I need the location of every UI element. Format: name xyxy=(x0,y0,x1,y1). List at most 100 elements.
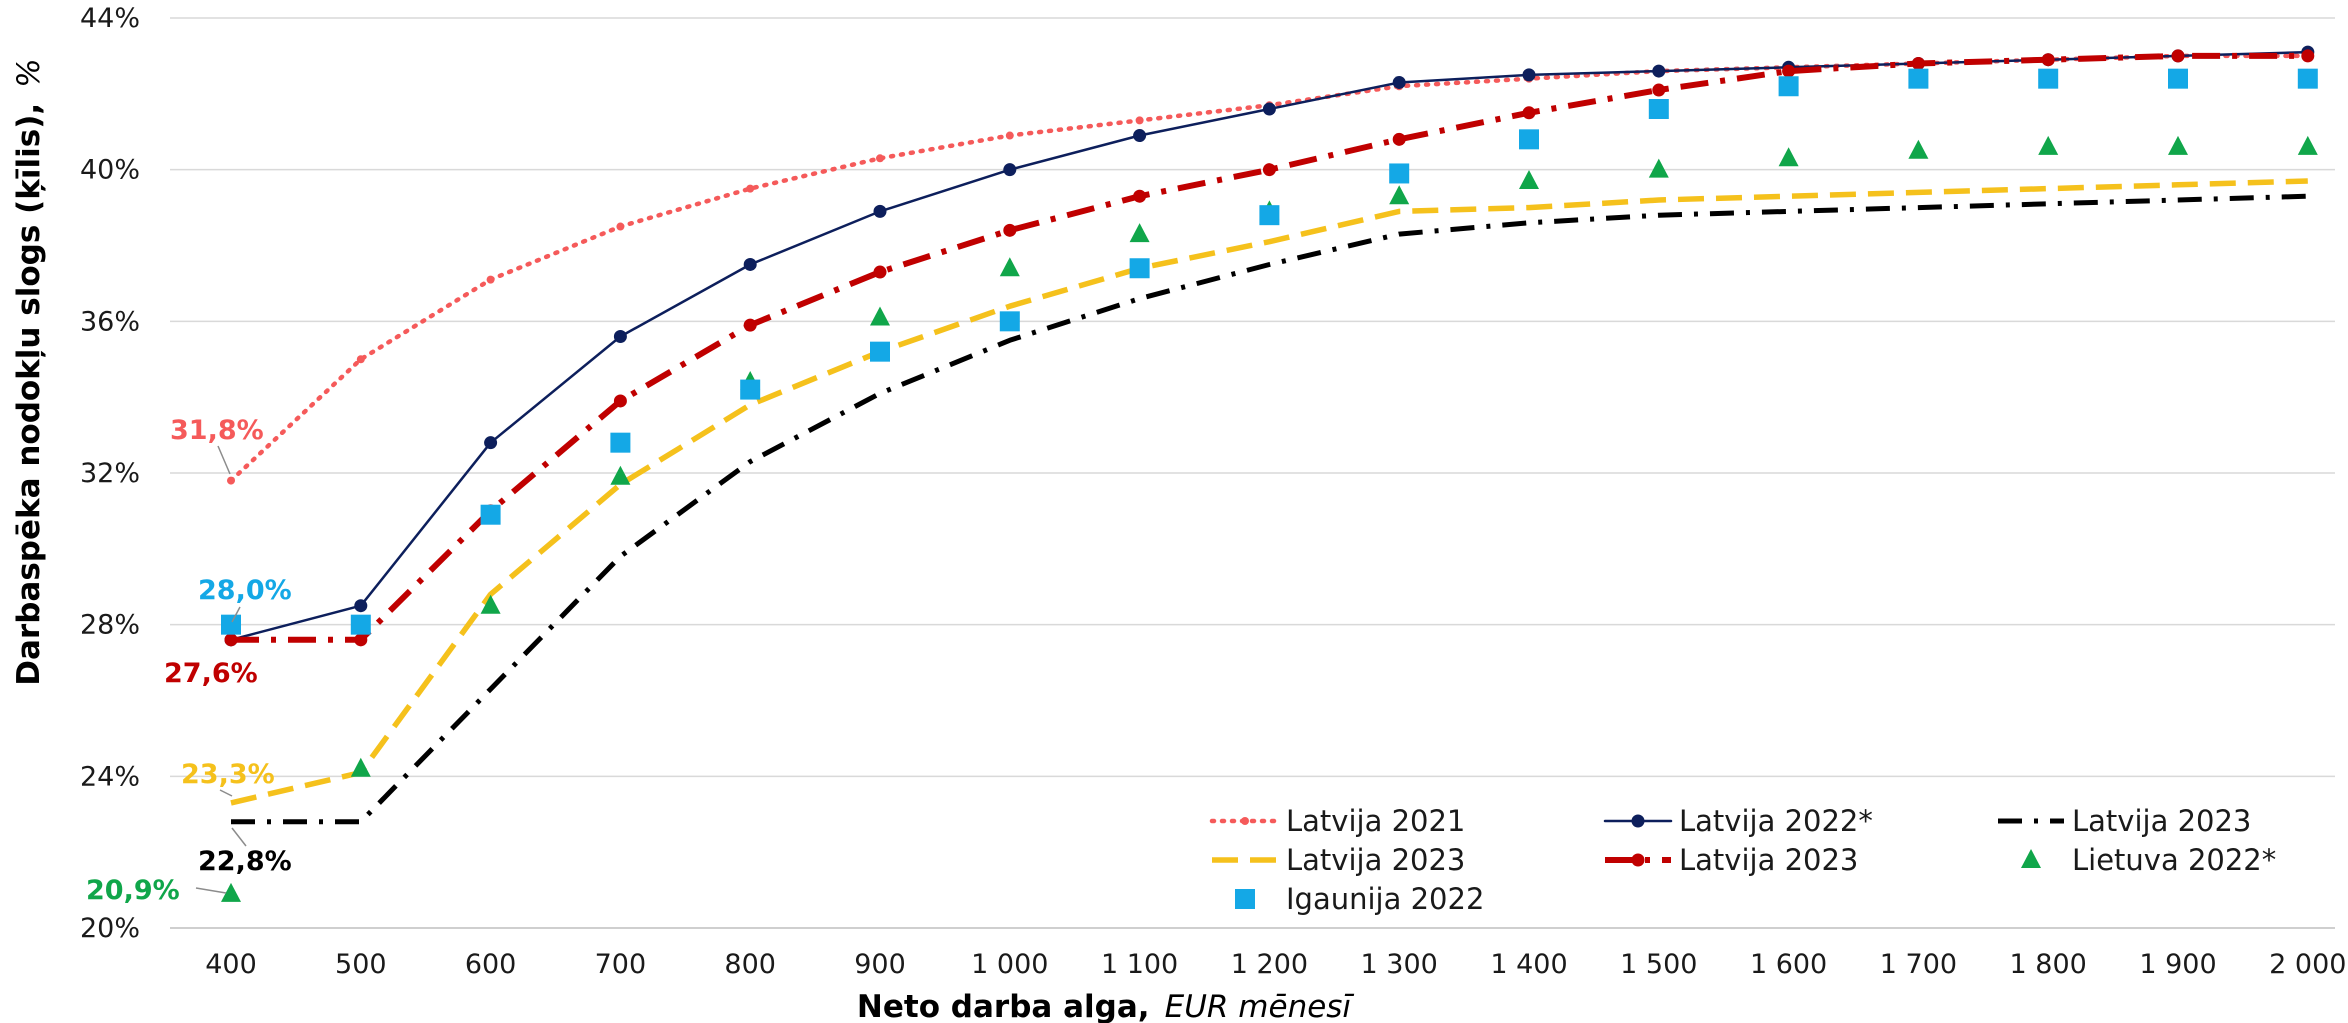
data-point xyxy=(1631,853,1645,867)
annotation-label: 20,9% xyxy=(86,875,180,906)
data-point xyxy=(2038,135,2059,155)
series-0 xyxy=(227,51,2312,485)
x-tick-label: 2 000 xyxy=(2269,949,2346,980)
y-axis-ticks: 20% 24% 28% 32% 36% 40% 44% xyxy=(80,3,140,944)
data-point xyxy=(1133,189,1147,203)
data-point xyxy=(1241,817,1249,825)
data-point xyxy=(1262,163,1276,177)
data-point xyxy=(613,394,627,408)
data-point xyxy=(224,633,238,647)
y-tick-label: 36% xyxy=(80,306,140,337)
data-point xyxy=(221,882,241,902)
data-point xyxy=(1133,129,1147,143)
annotations: 31,8% 28,0% 27,6% 23,3% 22,8% 20,9% xyxy=(86,415,292,906)
series-line xyxy=(230,178,2308,806)
y-tick-label: 40% xyxy=(80,155,140,186)
y-tick-label: 32% xyxy=(80,458,140,489)
data-point xyxy=(999,257,1020,277)
y-axis-title-main: Darbaspēka nodokļu slogs (ķīlis), xyxy=(11,103,47,686)
x-tick-label: 1 400 xyxy=(1490,949,1567,980)
legend-label: Latvija 2021 xyxy=(1286,804,1465,838)
data-point xyxy=(1389,185,1410,205)
data-point xyxy=(613,330,627,343)
y-tick-label: 20% xyxy=(80,913,140,944)
x-axis-title-unit: EUR mēnesī xyxy=(1165,989,1355,1023)
annotation-leader xyxy=(219,789,233,797)
legend-label: Latvija 2023 xyxy=(1286,843,1465,877)
annotation-leader xyxy=(217,445,231,475)
x-axis-ticks: 400 500 600 700 800 900 1 000 1 100 1 200 1 300 1 … xyxy=(205,949,2346,980)
annotation-label: 31,8% xyxy=(170,415,264,446)
data-point xyxy=(1908,68,1929,89)
series-layer xyxy=(221,45,2318,902)
data-point xyxy=(2168,135,2188,155)
legend-item: Lietuva 2022* xyxy=(2021,843,2276,877)
data-point xyxy=(1389,163,1410,184)
x-tick-label: 500 xyxy=(335,949,387,980)
data-point xyxy=(1392,75,1406,89)
data-point xyxy=(2297,68,2318,89)
data-point xyxy=(1003,163,1017,177)
data-point xyxy=(1652,83,1666,97)
y-tick-label: 44% xyxy=(80,3,140,34)
y-tick-label: 28% xyxy=(80,610,140,641)
series-line xyxy=(228,53,2311,483)
annotation-label: 23,3% xyxy=(181,759,275,790)
series-3 xyxy=(230,178,2308,806)
series-4 xyxy=(224,49,2315,647)
data-point xyxy=(1262,102,1276,116)
x-tick-label: 1 000 xyxy=(971,949,1048,980)
annotation-leader xyxy=(195,887,227,894)
data-point xyxy=(1519,129,1539,150)
data-point xyxy=(610,465,631,485)
data-point xyxy=(870,306,890,326)
annotation-label: 27,6% xyxy=(164,658,258,689)
legend: Latvija 2021 Latvija 2022* Latvija 2023 Lat… xyxy=(1209,804,2276,916)
x-tick-label: 700 xyxy=(595,949,647,980)
data-point xyxy=(1129,223,1150,243)
data-point xyxy=(610,432,631,453)
series-line xyxy=(231,52,2308,643)
x-axis-title: Neto darba alga, EUR mēnesī xyxy=(857,989,1355,1023)
data-point xyxy=(616,222,625,231)
x-tick-label: 1 700 xyxy=(1880,949,1957,980)
x-tick-label: 400 xyxy=(205,949,257,980)
legend-item: Latvija 2023 xyxy=(1605,843,1858,877)
data-point xyxy=(1778,147,1799,167)
legend-label: Latvija 2023 xyxy=(2072,804,2251,838)
annotation-label: 22,8% xyxy=(198,846,292,877)
data-point xyxy=(876,154,884,163)
data-point xyxy=(1908,139,1929,159)
data-point xyxy=(221,614,241,635)
data-point xyxy=(1631,814,1645,828)
data-point xyxy=(1129,258,1150,279)
data-point xyxy=(484,436,498,450)
data-point xyxy=(350,757,371,777)
x-tick-label: 900 xyxy=(854,949,906,980)
y-axis-title-unit: % xyxy=(11,58,47,87)
data-point xyxy=(480,594,501,614)
x-tick-label: 1 800 xyxy=(2010,949,2087,980)
series-6 xyxy=(221,68,2318,635)
data-point xyxy=(356,355,365,364)
y-axis-title: Darbaspēka nodokļu slogs (ķīlis), % xyxy=(11,58,47,685)
data-point xyxy=(873,265,887,279)
annotation-label: 28,0% xyxy=(198,575,292,606)
x-tick-label: 1 100 xyxy=(1101,949,1178,980)
legend-item: Latvija 2021 xyxy=(1209,804,1465,838)
data-point xyxy=(1652,64,1666,78)
data-point xyxy=(1235,889,1255,909)
data-point xyxy=(2041,53,2055,67)
legend-item: Latvija 2023 xyxy=(1212,843,1465,877)
legend-item: Igaunija 2022 xyxy=(1235,882,1484,916)
data-point xyxy=(1911,57,1925,70)
data-point xyxy=(999,311,1020,332)
x-axis-title-main: Neto darba alga, xyxy=(857,989,1150,1023)
x-tick-label: 1 600 xyxy=(1750,949,1827,980)
data-point xyxy=(870,341,890,362)
series-2 xyxy=(231,193,2308,825)
data-point xyxy=(354,633,368,647)
data-point xyxy=(1648,99,1669,119)
data-point xyxy=(486,275,495,284)
